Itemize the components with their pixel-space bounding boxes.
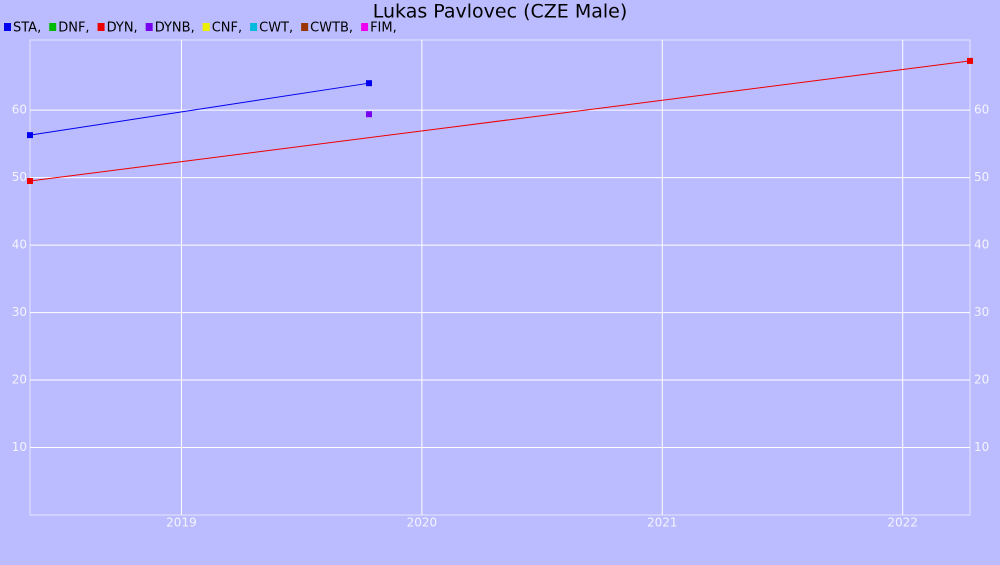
x-tick-label: 2019: [166, 516, 197, 530]
legend-swatch: [202, 23, 210, 31]
series-line: [29, 82, 370, 136]
x-tick-label: 2020: [407, 516, 438, 530]
y-tick-label-right: 30: [974, 305, 989, 319]
x-tick-label: 2022: [887, 516, 918, 530]
legend-label: DNF,: [58, 21, 89, 36]
series-line: [29, 60, 971, 182]
legend-label: DYNB,: [155, 21, 195, 36]
point: [365, 80, 372, 87]
legend-swatch: [97, 23, 105, 31]
y-tick-label: 50: [12, 170, 27, 184]
legend-swatch: [4, 23, 11, 31]
y-tick-label-right: 40: [974, 238, 989, 252]
y-tick-label-right: 50: [974, 170, 989, 184]
point: [365, 111, 372, 118]
y-tick-label: 40: [12, 238, 27, 252]
legend-swatch: [145, 23, 153, 31]
legend-swatch: [361, 23, 369, 31]
legend-label: CNF,: [212, 21, 242, 36]
legend-swatch: [301, 23, 309, 31]
legend-swatch: [250, 23, 258, 31]
legend-label: CWT,: [259, 21, 293, 36]
y-tick-label: 20: [12, 373, 27, 387]
legend-label: FIM,: [370, 21, 397, 36]
plot-area: [29, 39, 971, 516]
x-tick-label: 2021: [647, 516, 678, 530]
legend-label: DYN,: [107, 21, 138, 36]
y-tick-label-right: 60: [974, 103, 989, 117]
y-tick-label: 60: [12, 103, 27, 117]
chart-title: Lukas Pavlovec (CZE Male): [373, 1, 628, 23]
y-tick-label: 10: [12, 440, 27, 454]
legend-label: CWTB,: [310, 21, 353, 36]
point: [27, 178, 33, 185]
y-tick-label: 30: [12, 305, 27, 319]
legend-label: STA,: [13, 21, 41, 36]
y-tick-label-right: 20: [974, 373, 989, 387]
legend-swatch: [49, 23, 57, 31]
point: [27, 132, 33, 139]
point: [967, 57, 973, 64]
y-tick-label-right: 10: [974, 440, 989, 454]
